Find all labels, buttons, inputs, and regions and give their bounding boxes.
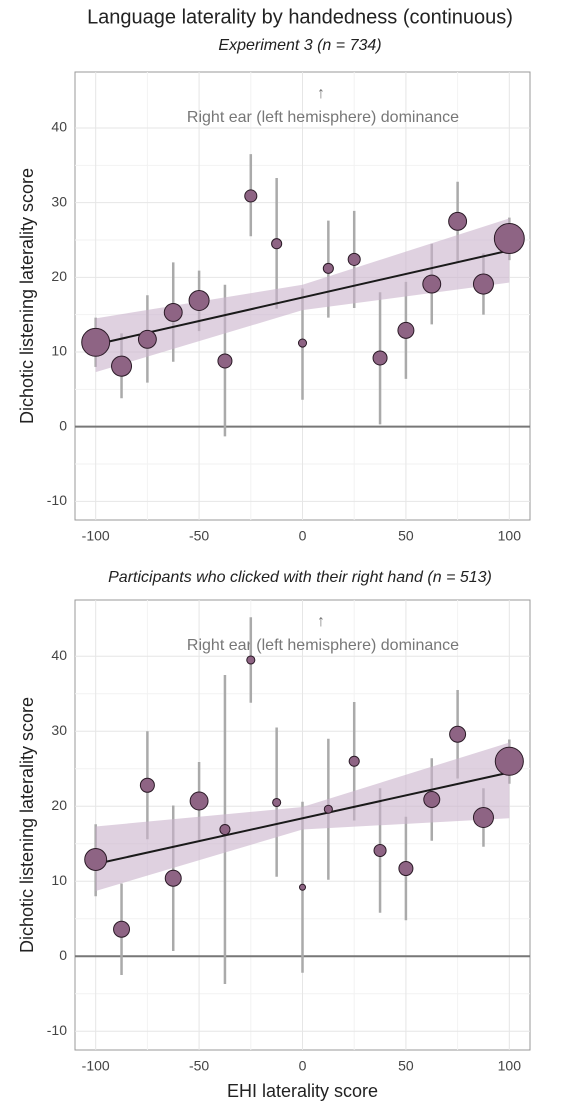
data-point [111,355,133,377]
x-tick-label: -100 [82,1058,110,1074]
data-point [347,252,361,266]
y-axis-label: Dichotic listening laterality score [17,168,37,424]
chart-title: Participants who clicked with their righ… [108,569,492,586]
y-tick-label: -10 [47,492,67,508]
data-point [297,338,308,348]
confidence-band [95,218,510,373]
data-point [493,223,525,254]
data-point [494,746,524,776]
data-point [189,791,209,811]
data-point [163,302,183,322]
y-tick-label: 40 [51,647,67,663]
data-point [397,321,415,339]
annotation: Right ear (left hemisphere) dominance [187,109,459,126]
data-point [113,920,131,938]
y-tick-label: 0 [59,947,67,963]
data-point [246,655,256,665]
chart-subtitle: Experiment 3 (n = 734) [218,37,381,54]
data-point [84,848,108,871]
data-point [373,843,387,858]
x-tick-label: 0 [299,1058,307,1074]
data-point [422,274,442,294]
fit-line [95,771,510,865]
x-tick-label: 50 [398,528,414,544]
data-point [81,327,111,357]
y-tick-label: 0 [59,417,67,433]
data-point [188,289,210,311]
y-tick-label: 20 [51,268,67,284]
x-tick-label: -100 [82,528,110,544]
y-tick-label: 30 [51,193,67,209]
data-point [272,797,282,808]
x-axis-label: EHI laterality score [227,1081,378,1101]
annotation-arrow: ↑ [317,85,325,102]
data-point [219,823,231,836]
fit-line [95,249,510,346]
data-point [137,329,157,349]
data-point [271,238,283,250]
chart-title: Language laterality by handedness (conti… [87,6,513,28]
x-tick-label: 100 [498,528,522,544]
data-point [164,869,182,887]
confidence-band [95,742,510,891]
annotation-arrow: ↑ [317,613,325,630]
data-point [472,806,494,829]
data-point [323,804,333,814]
x-tick-label: 50 [398,1058,414,1074]
y-axis-label: Dichotic listening laterality score [17,697,37,953]
x-tick-label: -50 [189,528,209,544]
data-point [139,777,155,793]
data-point [244,189,258,203]
y-tick-label: 10 [51,343,67,359]
data-point [348,755,360,767]
data-point [472,273,494,295]
data-point [423,791,441,808]
y-tick-label: 30 [51,722,67,738]
data-point [449,725,467,743]
x-tick-label: -50 [189,1058,209,1074]
data-point [217,353,233,369]
y-tick-label: 20 [51,797,67,813]
y-tick-label: 10 [51,872,67,888]
data-point [448,211,468,231]
data-point [322,262,334,274]
y-tick-label: 40 [51,119,67,135]
annotation: Right ear (left hemisphere) dominance [187,637,459,654]
x-tick-label: 0 [299,528,307,544]
y-tick-label: -10 [47,1022,67,1038]
x-tick-label: 100 [498,1058,522,1074]
data-point [298,883,307,891]
data-point [372,350,388,366]
data-point [398,860,414,877]
